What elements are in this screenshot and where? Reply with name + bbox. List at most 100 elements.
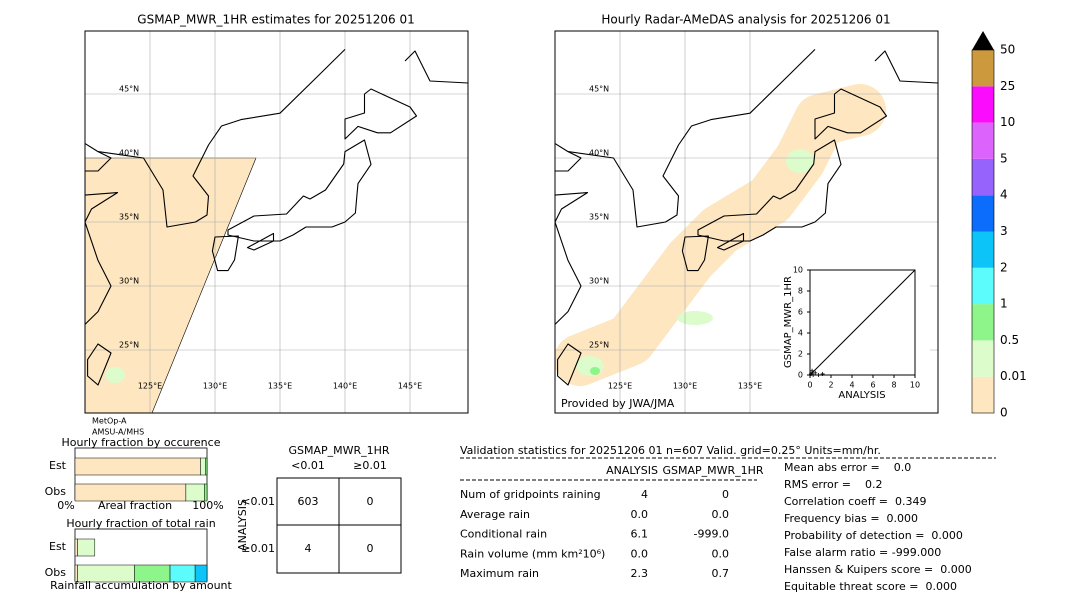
lon-label: 135°E — [268, 382, 292, 391]
table-cell: 0.7 — [712, 567, 730, 580]
colorbar-label: 50 — [1000, 43, 1015, 57]
colorbar-label: 1 — [1000, 297, 1008, 311]
lat-label: 25°N — [119, 341, 139, 350]
score: Mean abs error = 0.0 — [784, 461, 911, 474]
table-cell: 603 — [298, 495, 319, 508]
score: Correlation coeff = 0.349 — [784, 495, 926, 508]
panel-title: Hourly fraction of total rain — [66, 517, 215, 530]
fraction-segment — [74, 457, 201, 476]
point — [816, 373, 821, 377]
colorbar-segment — [972, 340, 994, 377]
col-header: ANALYSIS — [606, 464, 658, 477]
sensor-note: AMSU-A/MHS — [92, 428, 144, 437]
x-tick-label: 8 — [891, 381, 896, 390]
inset-background — [780, 262, 930, 400]
lat-label: 45°N — [119, 85, 139, 94]
left-map — [85, 31, 468, 413]
fraction-segment — [74, 538, 78, 557]
row-header: <0.01 — [241, 495, 275, 508]
row-label: Obs — [45, 566, 67, 579]
point — [813, 370, 818, 375]
score: Probability of detection = 0.000 — [784, 529, 963, 542]
y-tick-label: 4 — [798, 329, 803, 338]
lon-label: 140°E — [333, 382, 357, 391]
axis-label: 0% — [57, 499, 74, 512]
fraction-segment — [205, 457, 208, 476]
lat-label: 35°N — [589, 213, 609, 222]
x-tick-label: 10 — [910, 381, 920, 390]
row-label: Conditional rain — [460, 528, 547, 541]
sensor-note: MetOp-A — [92, 417, 127, 426]
y-tick-label: 6 — [798, 308, 803, 317]
colorbar-label: 2 — [1000, 260, 1008, 274]
colorbar-label: 0 — [1000, 406, 1008, 420]
lon-label: 135°E — [738, 382, 762, 391]
row-axis-label: ANALYSIS — [236, 499, 249, 551]
fraction-segment — [77, 538, 96, 557]
table-cell: 0.0 — [712, 508, 730, 521]
colorbar-segment — [972, 231, 994, 268]
table-cell: -999.0 — [694, 528, 729, 541]
fraction-segment — [200, 457, 206, 476]
colorbar-label: 0.5 — [1000, 333, 1019, 347]
colorbar-segment — [972, 376, 994, 413]
colorbar-frame — [971, 49, 995, 414]
credit: Provided by JWA/JMA — [561, 397, 675, 410]
table-cell: 0.0 — [631, 547, 649, 560]
x-axis-label: ANALYSIS — [838, 390, 885, 401]
table-cell: 2.3 — [631, 567, 649, 580]
row-label: Obs — [45, 485, 67, 498]
table-cell: 0 — [367, 495, 374, 508]
x-tick-label: 0 — [807, 381, 812, 390]
lat-label: 40°N — [589, 149, 609, 158]
table-title: GSMAP_MWR_1HR — [288, 444, 389, 457]
lon-label: 145°E — [398, 382, 422, 391]
colorbar-label: 0.01 — [1000, 369, 1027, 383]
colorbar-label: 5 — [1000, 151, 1008, 165]
y-axis-label: GSMAP_MWR_1HR — [783, 276, 794, 368]
x-tick-label: 4 — [849, 381, 854, 390]
score: RMS error = 0.2 — [784, 478, 882, 491]
lon-label: 130°E — [673, 382, 697, 391]
y-tick-label: 8 — [798, 287, 803, 296]
table-cell: 6.1 — [631, 528, 649, 541]
rain-area — [105, 367, 125, 383]
row-label: Est — [49, 459, 67, 472]
lat-label: 45°N — [589, 85, 609, 94]
colorbar-segment — [972, 158, 994, 196]
colorbar-segment — [972, 304, 994, 341]
lat-label: 30°N — [119, 277, 139, 286]
row-label: Num of gridpoints raining — [460, 488, 601, 501]
map-title: Hourly Radar-AMeDAS analysis for 2025120… — [601, 13, 890, 27]
x-tick-label: 2 — [828, 381, 833, 390]
row-label: Average rain — [460, 508, 530, 521]
lon-label: 125°E — [608, 382, 632, 391]
table-cell: 0.0 — [631, 508, 649, 521]
table-cell: 0 — [367, 542, 374, 555]
col-header: GSMAP_MWR_1HR — [662, 464, 763, 477]
row-label: Rain volume (mm km²10⁶) — [460, 547, 605, 560]
score: Frequency bias = 0.000 — [784, 512, 918, 525]
table-cell: 4 — [305, 542, 312, 555]
panel-title: Hourly fraction by occurence — [62, 436, 221, 449]
col-header: <0.01 — [291, 459, 325, 472]
point — [820, 371, 825, 376]
y-tick-label: 0 — [798, 371, 803, 380]
colorbar-segment — [972, 86, 994, 123]
score: Hanssen & Kuipers score = 0.000 — [784, 563, 972, 576]
map-frame — [554, 30, 939, 414]
row-label: Est — [49, 540, 67, 553]
point — [809, 371, 814, 376]
colorbar-label: 3 — [1000, 224, 1008, 238]
point — [811, 373, 816, 377]
table-header: Validation statistics for 20251206 01 n=… — [460, 444, 881, 457]
map-title: GSMAP_MWR_1HR estimates for 20251206 01 — [137, 13, 414, 27]
axis-label: Areal fraction — [98, 499, 172, 512]
point — [810, 368, 815, 373]
rain-area — [786, 149, 814, 173]
table-cell: 0.0 — [712, 547, 730, 560]
table-cell: 0 — [722, 488, 729, 501]
lat-label: 25°N — [589, 341, 609, 350]
colorbar-segment — [972, 195, 994, 232]
